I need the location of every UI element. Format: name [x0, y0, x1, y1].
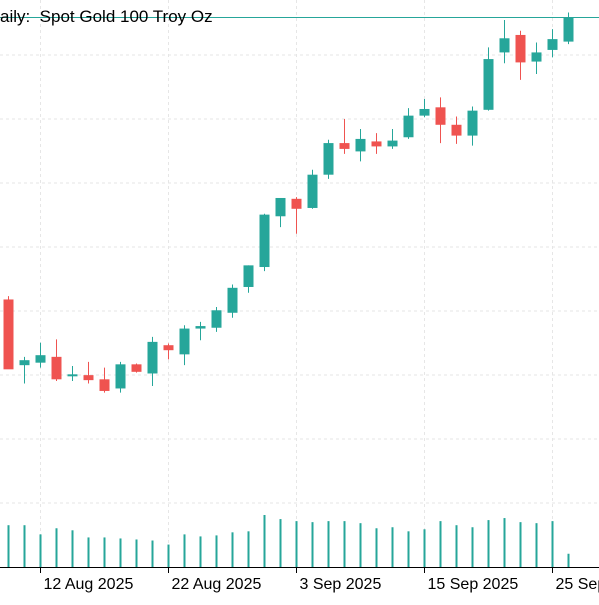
candle-body	[20, 360, 30, 365]
candle	[116, 362, 126, 393]
candle-body	[68, 374, 78, 376]
time-axis-tick-label: 12 Aug 2025	[44, 576, 134, 593]
candle	[180, 325, 190, 365]
time-axis: 12 Aug 2025 22 Aug 2025 3 Sep 2025 15 Sep 2…	[0, 567, 599, 593]
candle	[404, 108, 414, 139]
candle-body	[244, 265, 254, 287]
candle	[4, 296, 14, 369]
candle	[372, 133, 382, 154]
candle-body	[468, 111, 478, 136]
candle-body	[4, 299, 14, 369]
candle	[36, 343, 46, 368]
candle-body	[132, 364, 142, 371]
candle	[356, 129, 366, 161]
candle	[20, 357, 30, 384]
candle-body	[180, 329, 190, 355]
candle-body	[308, 175, 318, 208]
candle	[500, 20, 510, 63]
candle-body	[340, 143, 350, 149]
candle-body	[532, 52, 542, 61]
candle	[52, 339, 62, 381]
candle-body	[52, 357, 62, 379]
candle	[132, 364, 142, 373]
candle-body	[452, 125, 462, 136]
candle	[340, 119, 350, 154]
candle	[436, 97, 446, 143]
candle-body	[260, 215, 270, 267]
candle	[196, 322, 206, 340]
time-axis-tick-label: 25 Sep	[556, 576, 599, 593]
candle	[420, 99, 430, 117]
candle	[164, 344, 174, 360]
candle-body	[500, 38, 510, 52]
candle-body	[212, 310, 222, 327]
grid-lines	[0, 0, 599, 567]
chart-title: aily: Spot Gold 100 Troy Oz	[0, 7, 213, 27]
candle	[324, 140, 334, 179]
candle	[516, 31, 526, 80]
candle-body	[516, 35, 526, 62]
time-axis-tick-label: 22 Aug 2025	[172, 576, 262, 593]
candle	[276, 198, 286, 227]
candle	[388, 129, 398, 149]
candle	[68, 366, 78, 381]
candle	[468, 106, 478, 145]
candle-body	[372, 141, 382, 146]
candle	[244, 265, 254, 292]
candle-body	[404, 116, 414, 138]
candle-body	[548, 39, 558, 50]
candle	[148, 337, 158, 386]
candle	[212, 307, 222, 332]
candle-body	[228, 288, 238, 313]
candle	[548, 29, 558, 57]
candle-body	[324, 143, 334, 175]
candle	[228, 284, 238, 317]
candle-body	[564, 17, 574, 41]
candle	[100, 368, 110, 393]
time-axis-tick-label: 3 Sep 2025	[300, 576, 382, 593]
time-axis-tick-label: 15 Sep 2025	[428, 576, 519, 593]
candle-body	[276, 198, 286, 216]
candle	[292, 197, 302, 234]
volume-bars	[9, 515, 569, 567]
candle	[532, 42, 542, 74]
candle-body	[84, 375, 94, 380]
candle-body	[436, 107, 446, 124]
candle-body	[196, 326, 206, 328]
candle-body	[420, 109, 430, 116]
candle	[260, 214, 270, 271]
candles	[4, 12, 574, 392]
candle	[84, 362, 94, 384]
candle-body	[388, 141, 398, 147]
candle	[308, 170, 318, 209]
candle-body	[116, 364, 126, 388]
candle-body	[164, 345, 174, 350]
candle-body	[100, 379, 110, 391]
candle	[484, 47, 494, 110]
candle	[452, 116, 462, 143]
candle-body	[356, 139, 366, 151]
candle-body	[484, 59, 494, 110]
candle-body	[292, 199, 302, 209]
candle-body	[148, 342, 158, 374]
candle-body	[36, 355, 46, 362]
